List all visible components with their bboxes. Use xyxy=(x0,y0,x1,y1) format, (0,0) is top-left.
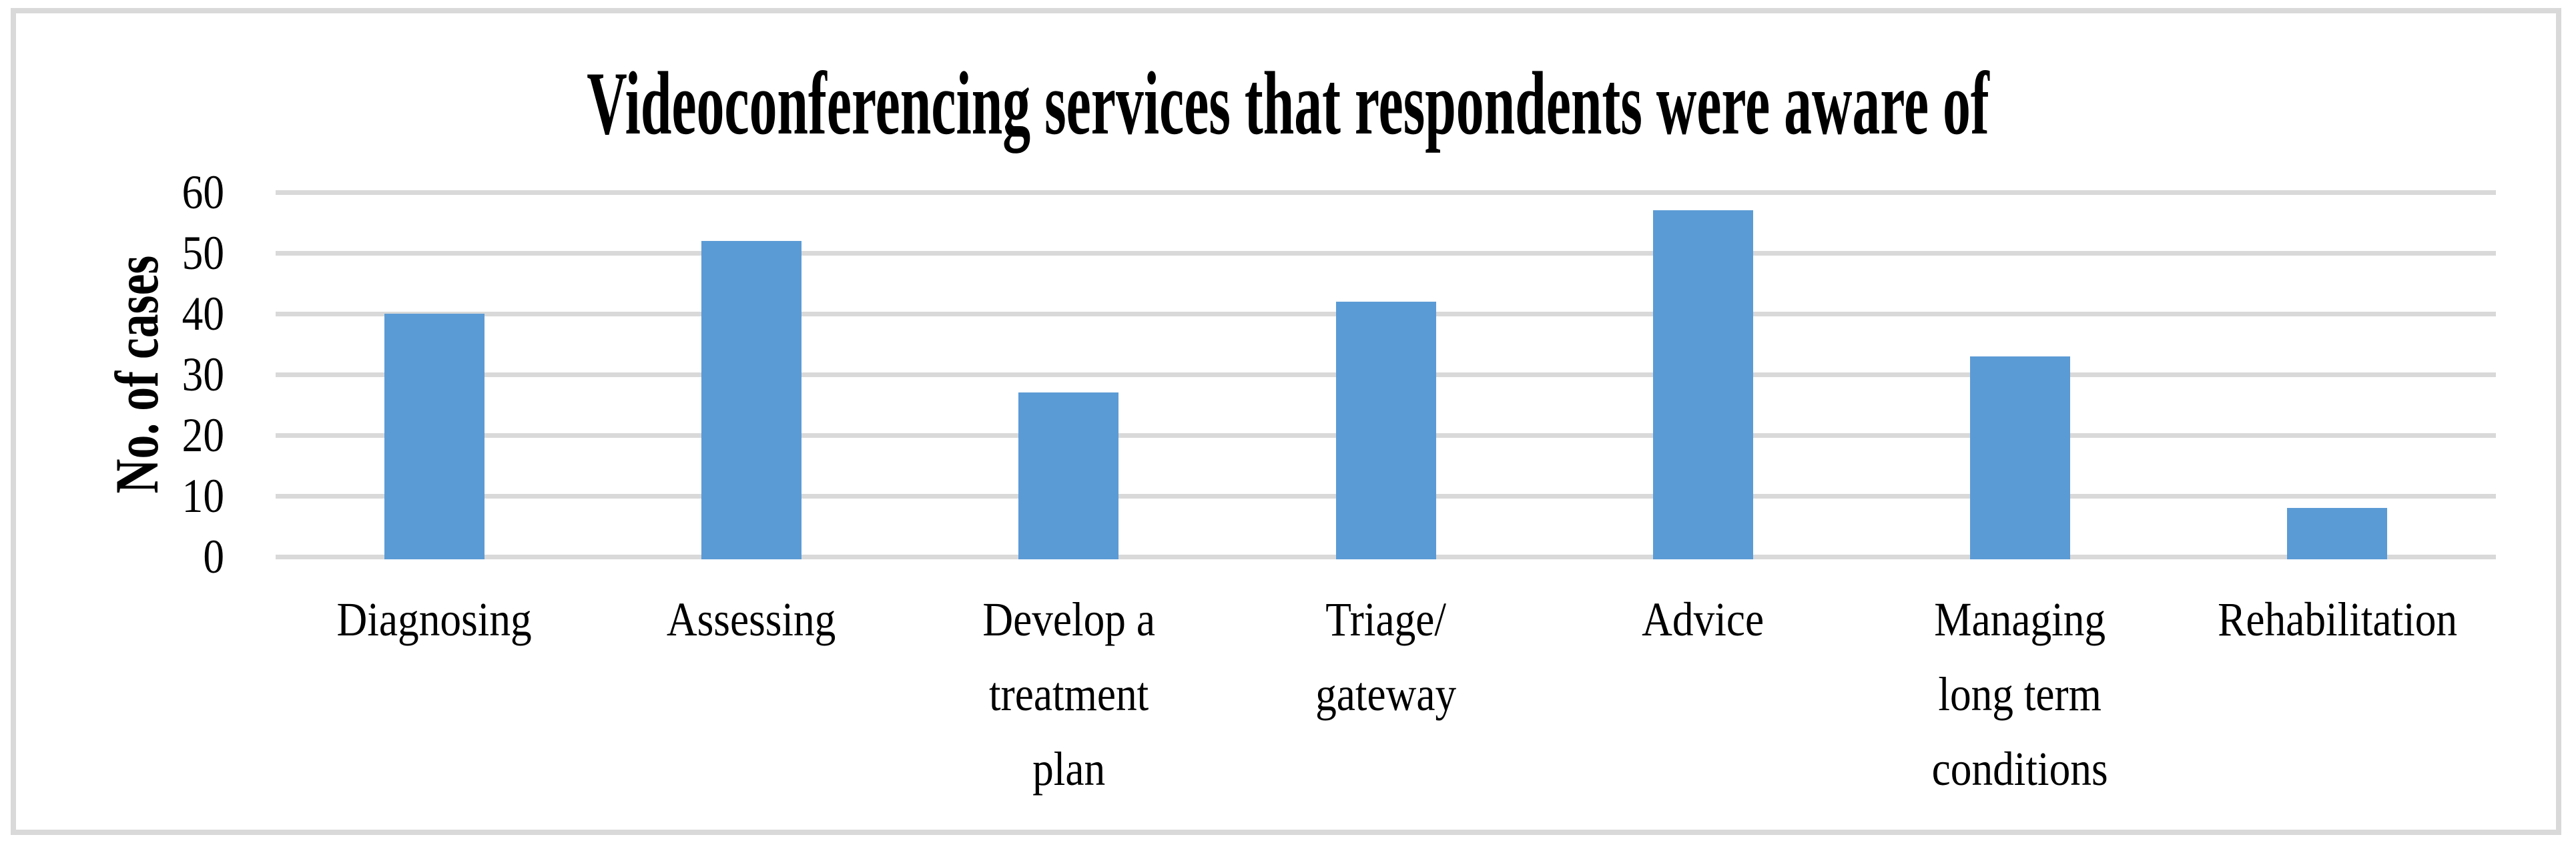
y-tick-label-40: 40 xyxy=(182,287,224,340)
bar-develop-a-treatment-plan xyxy=(1018,392,1119,559)
chart-title: Videoconferencing services that responde… xyxy=(587,54,1989,154)
y-tick-label-50: 50 xyxy=(182,226,224,280)
x-category-label-managing-long-term-conditions: Managing long term conditions xyxy=(1932,593,2109,796)
bar-advice xyxy=(1652,210,1753,559)
y-tick-label-20: 20 xyxy=(182,408,224,462)
bar-diagnosing xyxy=(384,314,485,559)
bar-rehabilitation xyxy=(2287,508,2388,559)
x-category-label-advice: Advice xyxy=(1642,593,1764,646)
bar-managing-long-term-conditions xyxy=(1970,356,2071,559)
y-tick-label-60: 60 xyxy=(182,166,224,219)
x-category-label-assessing: Assessing xyxy=(667,593,836,646)
y-tick-label-30: 30 xyxy=(182,348,224,401)
x-category-label-rehabilitation: Rehabilitation xyxy=(2217,593,2457,646)
y-tick-label-10: 10 xyxy=(182,469,224,523)
gridline-50 xyxy=(276,251,2496,256)
x-category-label-develop-a-treatment-plan: Develop a treatment plan xyxy=(982,593,1155,796)
x-category-label-diagnosing: Diagnosing xyxy=(336,593,532,646)
gridline-60 xyxy=(276,190,2496,195)
x-category-label-triage-gateway: Triage/ gateway xyxy=(1315,593,1457,721)
bar-triage-gateway xyxy=(1335,301,1436,559)
y-tick-label-0: 0 xyxy=(203,530,224,583)
bar-assessing xyxy=(701,240,801,559)
